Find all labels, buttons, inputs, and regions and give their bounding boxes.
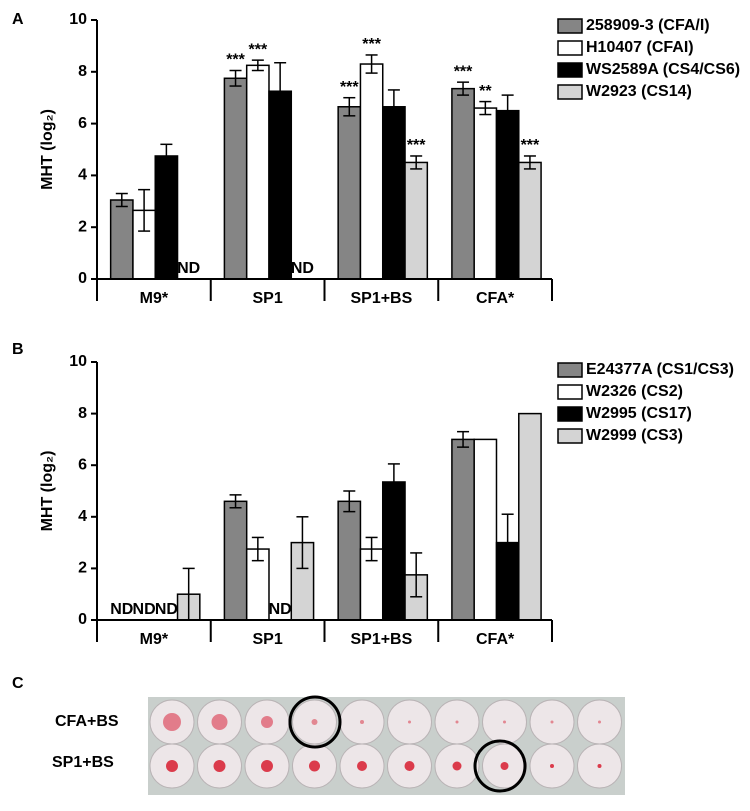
panel-letter: C (12, 675, 24, 692)
bar (223, 77, 248, 280)
well-spot (597, 764, 602, 768)
y-tick-label: 8 (78, 405, 87, 422)
well-spot (452, 761, 462, 771)
x-tick-label: M9* (140, 631, 169, 648)
legend-swatch (557, 428, 583, 444)
legend-swatch (557, 384, 583, 400)
legend-swatch (557, 362, 583, 378)
y-tick-label: 10 (69, 11, 87, 28)
bar (495, 109, 520, 280)
x-tick-label: SP1 (253, 631, 283, 648)
well-spot (360, 720, 364, 724)
y-tick-label: 0 (78, 270, 87, 287)
legend-label: WS2589A (CS4/CS6) (586, 61, 740, 78)
well-spot (211, 714, 228, 730)
bar (109, 199, 134, 280)
highlight-ring (473, 739, 527, 793)
x-tick-label: M9* (140, 290, 169, 307)
y-tick-label: 10 (69, 353, 87, 370)
bar (473, 438, 498, 621)
well-spot (598, 720, 601, 724)
well-spot (455, 720, 459, 724)
bar (473, 107, 498, 280)
bar (381, 106, 406, 280)
significance: *** (454, 63, 473, 80)
y-tick-label: 4 (78, 508, 87, 525)
x-tick-label: CFA* (476, 290, 515, 307)
y-tick-label: 6 (78, 115, 87, 132)
nd-label: ND (177, 260, 200, 277)
y-axis-label: MHT (log₂) (39, 451, 56, 532)
legend-label: W2999 (CS3) (586, 427, 683, 444)
y-tick-label: 0 (78, 611, 87, 628)
y-tick-label: 4 (78, 167, 87, 184)
legend-swatch (557, 62, 583, 78)
bar (154, 155, 179, 280)
legend-label: 258909-3 (CFA/I) (586, 17, 710, 34)
bar (245, 64, 270, 280)
legend-label: W2326 (CS2) (586, 383, 683, 400)
x-tick-label: SP1+BS (350, 631, 412, 648)
well-spot (408, 720, 411, 724)
bar (223, 500, 248, 621)
plate-row-label: CFA+BS (55, 713, 119, 730)
nd-label: ND (155, 601, 178, 618)
y-tick-label: 8 (78, 63, 87, 80)
legend-label: H10407 (CFAI) (586, 39, 694, 56)
legend-swatch (557, 406, 583, 422)
well-spot (404, 761, 415, 771)
legend-swatch (557, 40, 583, 56)
well-spot (163, 713, 181, 731)
well-spot (500, 762, 509, 770)
y-axis-label: MHT (log₂) (39, 109, 56, 190)
nd-label: ND (110, 601, 133, 618)
well-spot (357, 761, 367, 771)
well-spot (261, 760, 273, 772)
panel-letter: B (12, 341, 24, 358)
legend-label: W2923 (CS14) (586, 83, 692, 100)
bar (451, 438, 475, 621)
x-tick-label: SP1+BS (350, 290, 412, 307)
bar (337, 500, 362, 621)
plate-row-label: SP1+BS (52, 754, 114, 771)
significance: *** (340, 79, 359, 96)
bar (381, 481, 406, 621)
significance: *** (407, 137, 426, 154)
plate-photo (148, 695, 625, 795)
well-spot (311, 719, 318, 725)
nd-label: ND (133, 601, 156, 618)
significance: ** (479, 83, 492, 100)
nd-label: ND (291, 260, 314, 277)
legend-label: E24377A (CS1/CS3) (586, 361, 734, 378)
well-spot (550, 720, 554, 724)
y-tick-label: 6 (78, 456, 87, 473)
well-spot (550, 764, 554, 768)
bar (518, 412, 542, 621)
y-tick-label: 2 (78, 560, 87, 577)
panel-letter: A (12, 11, 24, 28)
legend-swatch (557, 18, 583, 34)
well-spot (261, 716, 273, 728)
significance: *** (521, 137, 540, 154)
legend-swatch (557, 84, 583, 100)
well-spot (213, 760, 226, 772)
well-spot (309, 760, 320, 772)
legend-label: W2995 (CS17) (586, 405, 692, 422)
well-spot (503, 720, 506, 724)
bar (518, 161, 542, 280)
nd-label: ND (269, 601, 292, 618)
bar (404, 161, 429, 280)
significance: *** (362, 36, 381, 53)
well-spot (166, 760, 178, 772)
highlight-ring (288, 695, 342, 749)
bar (451, 87, 475, 280)
x-tick-label: CFA* (476, 631, 515, 648)
significance: *** (248, 41, 267, 58)
x-tick-label: SP1 (253, 290, 283, 307)
bar (337, 106, 362, 280)
bar (359, 63, 384, 280)
y-tick-label: 2 (78, 218, 87, 235)
significance: *** (226, 52, 245, 69)
